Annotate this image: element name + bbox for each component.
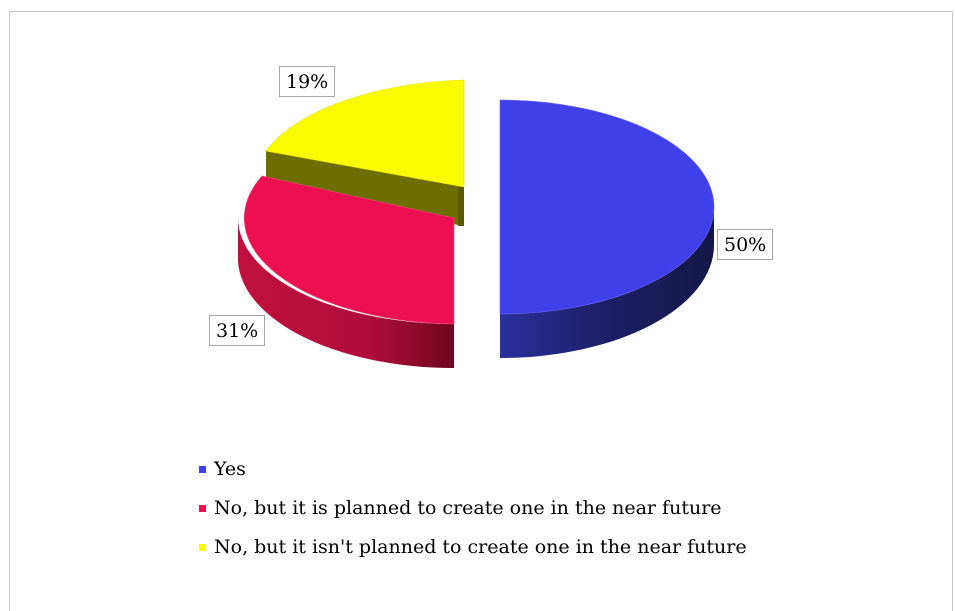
data-label-not-planned: 19% [279, 66, 336, 97]
pie-slice-not-planned-top [265, 79, 465, 188]
pie-slice-not-planned-side-edge [458, 187, 464, 226]
data-label-yes: 50% [717, 229, 774, 260]
legend-item-yes: Yes [199, 458, 747, 480]
data-label-planned: 31% [209, 315, 266, 346]
pie-slice-not-planned-side-radial [266, 151, 464, 226]
legend: Yes No, but it is planned to create one … [199, 458, 747, 575]
legend-swatch-yes [199, 465, 206, 473]
legend-swatch-not-planned [199, 543, 206, 551]
pie-slice-yes-top [499, 99, 715, 315]
legend-swatch-planned [199, 504, 206, 512]
legend-item-not-planned: No, but it isn't planned to create one i… [199, 536, 747, 558]
legend-label-planned: No, but it is planned to create one in t… [214, 497, 722, 519]
legend-label-not-planned: No, but it isn't planned to create one i… [214, 536, 747, 558]
legend-item-planned: No, but it is planned to create one in t… [199, 497, 747, 519]
pie-slice-not-planned [265, 79, 465, 226]
pie-slice-planned-top [244, 175, 455, 325]
pie-slice-planned-side [237, 218, 454, 368]
pie-slice-yes-side [500, 207, 714, 358]
pie-slice-planned [237, 175, 455, 368]
chart-frame [9, 11, 953, 611]
pie-slice-yes [499, 99, 715, 358]
legend-label-yes: Yes [214, 458, 246, 480]
pie-chart [237, 79, 715, 368]
